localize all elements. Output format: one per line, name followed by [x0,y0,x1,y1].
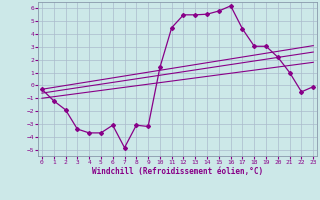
X-axis label: Windchill (Refroidissement éolien,°C): Windchill (Refroidissement éolien,°C) [92,167,263,176]
